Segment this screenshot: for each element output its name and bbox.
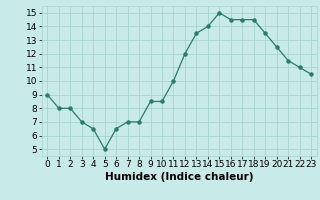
X-axis label: Humidex (Indice chaleur): Humidex (Indice chaleur)	[105, 172, 253, 182]
